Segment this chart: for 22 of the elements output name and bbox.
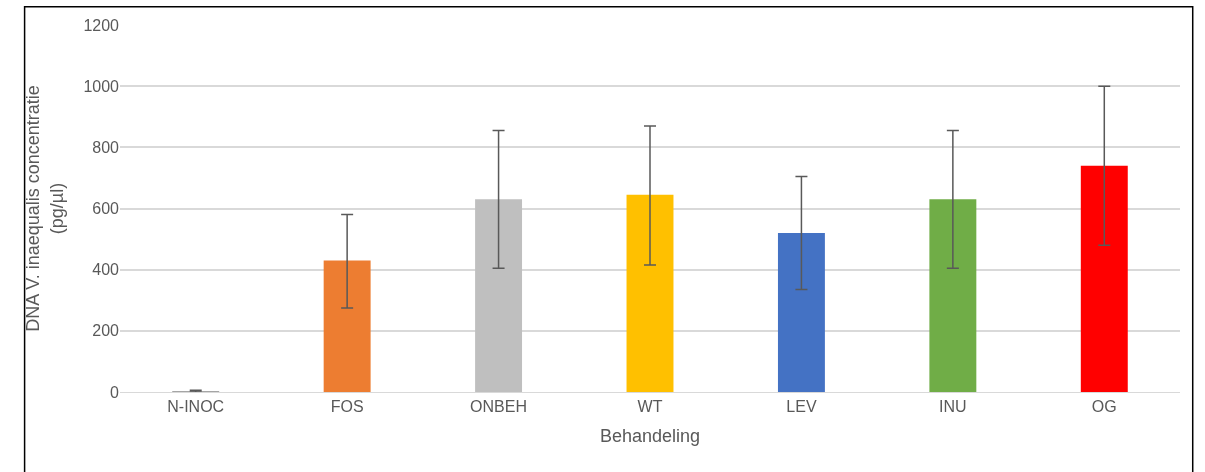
y-axis-title: DNA V. inaequalis concentratie (pg/µl) (23, 85, 67, 332)
x-tick-label: OG (1091, 398, 1117, 416)
x-axis-title: Behandeling (599, 426, 701, 447)
x-tick-label: INU (939, 398, 967, 416)
x-tick-label: ONBEH (470, 398, 528, 416)
y-tick-label: 200 (92, 322, 120, 340)
y-tick-label: 600 (92, 200, 120, 218)
x-tick-label: FOS (330, 398, 364, 416)
bar (777, 232, 825, 392)
y-tick-label: 1200 (83, 16, 120, 34)
x-tick-label: LEV (786, 398, 817, 416)
bar (475, 199, 523, 392)
y-tick-label: 400 (92, 261, 120, 279)
bar (1080, 165, 1128, 392)
bar (323, 260, 371, 392)
y-tick-label: 1000 (83, 77, 120, 95)
x-tick-label: WT (637, 398, 663, 416)
y-tick-label: 0 (110, 383, 120, 401)
x-tick-label: N-INOC (167, 398, 225, 416)
bar (626, 194, 674, 392)
y-tick-label: 800 (92, 138, 120, 156)
bar (929, 199, 977, 392)
